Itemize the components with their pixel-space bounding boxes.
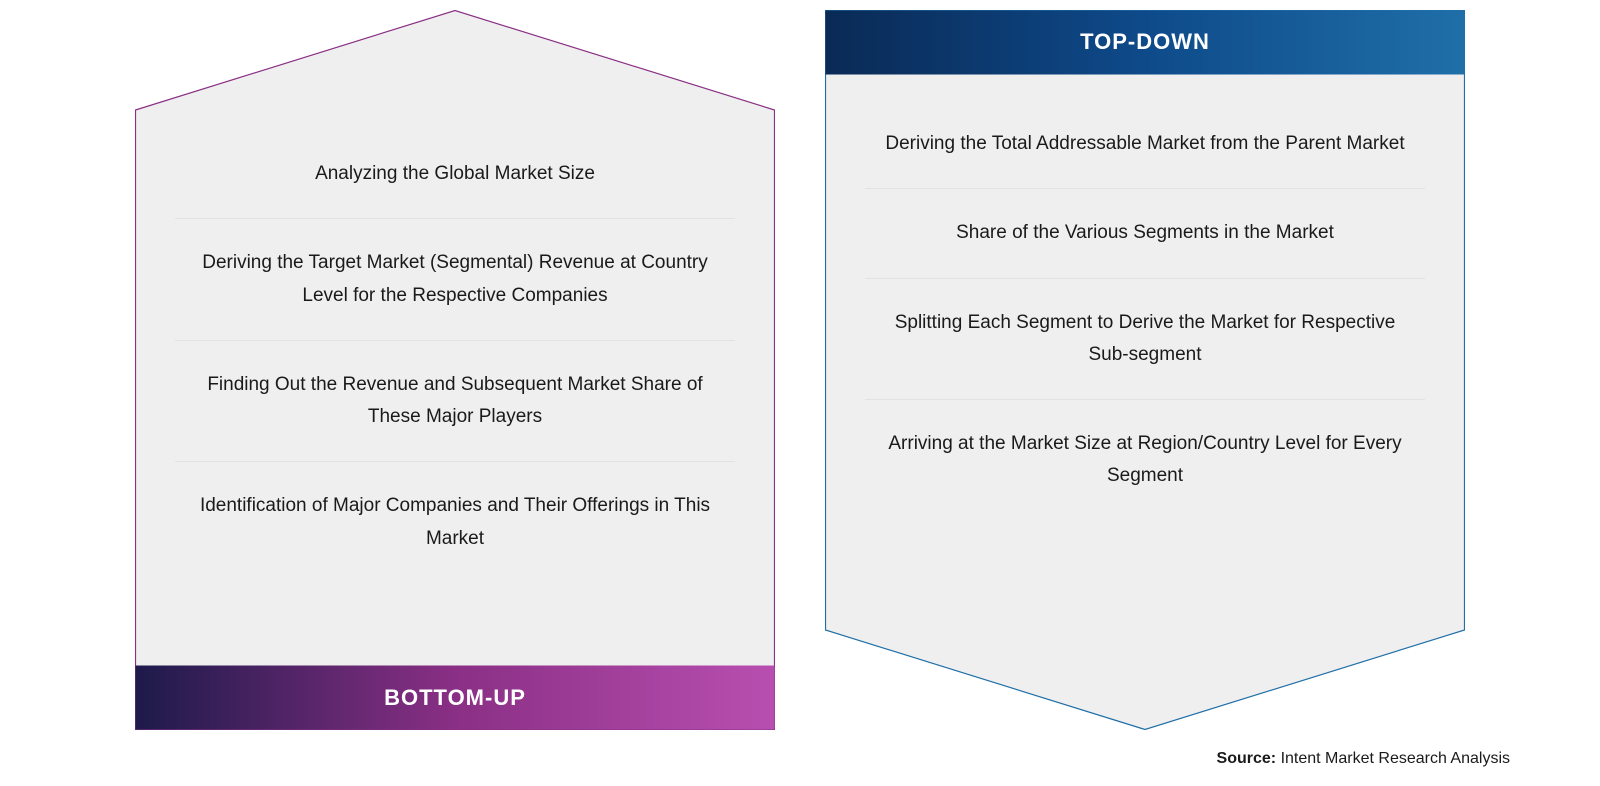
list-item: Finding Out the Revenue and Subsequent M… [175,341,735,463]
list-item: Arriving at the Market Size at Region/Co… [865,400,1425,521]
top-down-panel: TOP-DOWN Deriving the Total Addressable … [825,10,1465,730]
list-item: Analyzing the Global Market Size [175,130,735,219]
list-item: Splitting Each Segment to Derive the Mar… [865,279,1425,401]
source-text: Intent Market Research Analysis [1281,750,1510,767]
source-label: Source: [1217,750,1277,767]
top-down-shape: TOP-DOWN Deriving the Total Addressable … [825,10,1465,730]
bottom-up-title: BOTTOM-UP [135,666,775,730]
list-item: Deriving the Total Addressable Market fr… [865,100,1425,189]
bottom-up-panel: Analyzing the Global Market Size Derivin… [135,10,775,730]
bottom-up-shape: Analyzing the Global Market Size Derivin… [135,10,775,730]
list-item: Identification of Major Companies and Th… [175,462,735,583]
top-down-title: TOP-DOWN [825,10,1465,74]
source-attribution: Source: Intent Market Research Analysis [1217,750,1510,768]
bottom-up-list: Analyzing the Global Market Size Derivin… [175,130,735,583]
list-item: Share of the Various Segments in the Mar… [865,189,1425,278]
list-item: Deriving the Target Market (Segmental) R… [175,219,735,341]
diagram-container: Analyzing the Global Market Size Derivin… [0,0,1600,730]
top-down-list: Deriving the Total Addressable Market fr… [865,100,1425,521]
